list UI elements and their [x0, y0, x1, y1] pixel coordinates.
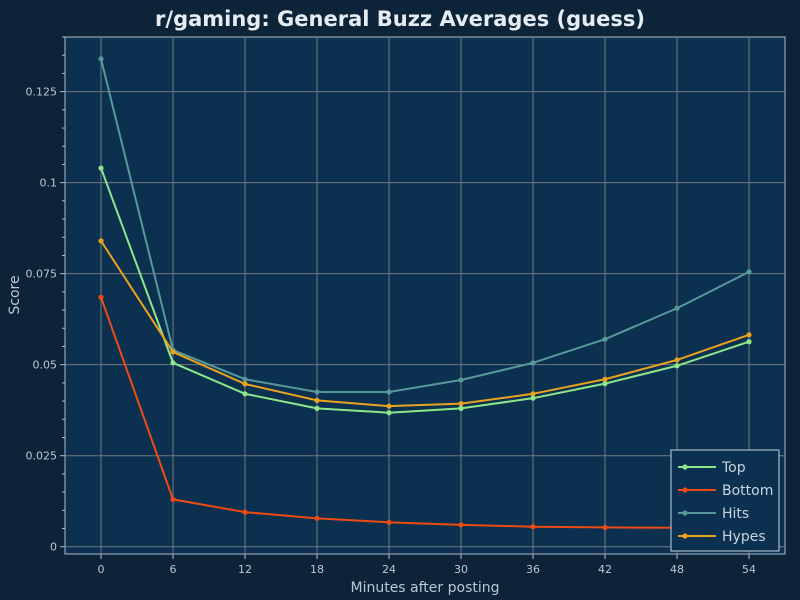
data-point-bottom: [314, 515, 320, 521]
x-tick-label: 6: [170, 563, 177, 576]
x-tick-label: 0: [98, 563, 105, 576]
series-line-hits: [100, 58, 750, 393]
data-point-hypes: [458, 401, 464, 407]
data-point-top: [314, 405, 320, 411]
data-point-hits: [386, 389, 392, 395]
data-point-top: [602, 381, 608, 387]
legend-label: Top: [721, 460, 746, 476]
data-point-top: [530, 395, 536, 401]
y-tick-label: 0.075: [26, 268, 58, 281]
x-tick-label: 54: [742, 563, 756, 576]
chart-title: r/gaming: General Buzz Averages (guess): [155, 7, 645, 31]
data-point-bottom: [458, 522, 464, 528]
data-point-hypes: [170, 349, 176, 355]
data-point-top: [458, 405, 464, 411]
data-point-hits: [602, 336, 608, 342]
y-tick-label: 0: [50, 541, 57, 554]
data-point-hits: [674, 305, 680, 311]
data-point-hypes: [746, 332, 752, 338]
data-point-hits: [458, 377, 464, 383]
y-tick-label: 0.05: [33, 359, 58, 372]
x-tick-label: 12: [238, 563, 252, 576]
data-point-hits: [746, 269, 752, 275]
x-tick-label: 30: [454, 563, 468, 576]
legend-label: Bottom: [722, 483, 773, 499]
legend-swatch-marker: [682, 487, 688, 493]
y-tick-label: 0.025: [26, 450, 58, 463]
data-point-top: [674, 363, 680, 369]
data-point-bottom: [386, 519, 392, 525]
data-point-bottom: [98, 294, 104, 300]
data-point-top: [386, 410, 392, 416]
plot-area: [64, 36, 786, 555]
data-point-hypes: [98, 238, 104, 244]
data-point-hypes: [242, 381, 248, 387]
series-line-top: [100, 167, 750, 414]
data-point-bottom: [170, 496, 176, 502]
legend-label: Hits: [722, 506, 749, 522]
data-point-hypes: [530, 391, 536, 397]
data-point-top: [242, 391, 248, 397]
series-lines: [98, 56, 752, 531]
series-line-bottom: [100, 296, 749, 529]
x-tick-label: 36: [526, 563, 540, 576]
x-tick-label: 48: [670, 563, 684, 576]
data-point-hypes: [314, 397, 320, 403]
legend-swatch-marker: [682, 533, 688, 539]
legend: Top Bottom Hits Hypes: [670, 449, 780, 552]
x-tick-label: 18: [310, 563, 324, 576]
data-point-hypes: [674, 357, 680, 363]
legend-swatch-marker: [682, 464, 688, 470]
grid-lines: [65, 37, 785, 554]
data-point-top: [170, 360, 176, 366]
y-tick-label: 0.1: [40, 177, 58, 190]
data-point-hits: [530, 360, 536, 366]
x-axis-label: Minutes after posting: [350, 580, 499, 596]
axis-ticks: 0 6 12 18 24 30 36 42 48 54 0 0.025 0.05 0.075 0.1 0.12…: [26, 36, 756, 576]
data-point-hypes: [386, 403, 392, 409]
y-tick-label: 0.125: [26, 86, 58, 99]
x-tick-label: 24: [382, 563, 396, 576]
data-point-hits: [98, 56, 104, 62]
x-tick-label: 42: [598, 563, 612, 576]
data-point-bottom: [602, 524, 608, 531]
data-point-top: [98, 165, 104, 171]
data-point-bottom: [242, 509, 248, 515]
data-point-bottom: [530, 524, 536, 530]
legend-label: Hypes: [722, 529, 766, 545]
data-point-hits: [314, 389, 320, 395]
y-axis-label: Score: [7, 275, 23, 314]
legend-swatch-marker: [682, 510, 688, 516]
data-point-top: [746, 339, 752, 345]
data-point-hypes: [602, 376, 608, 382]
series-line-hypes: [100, 240, 750, 408]
data-point-hits: [242, 376, 248, 382]
